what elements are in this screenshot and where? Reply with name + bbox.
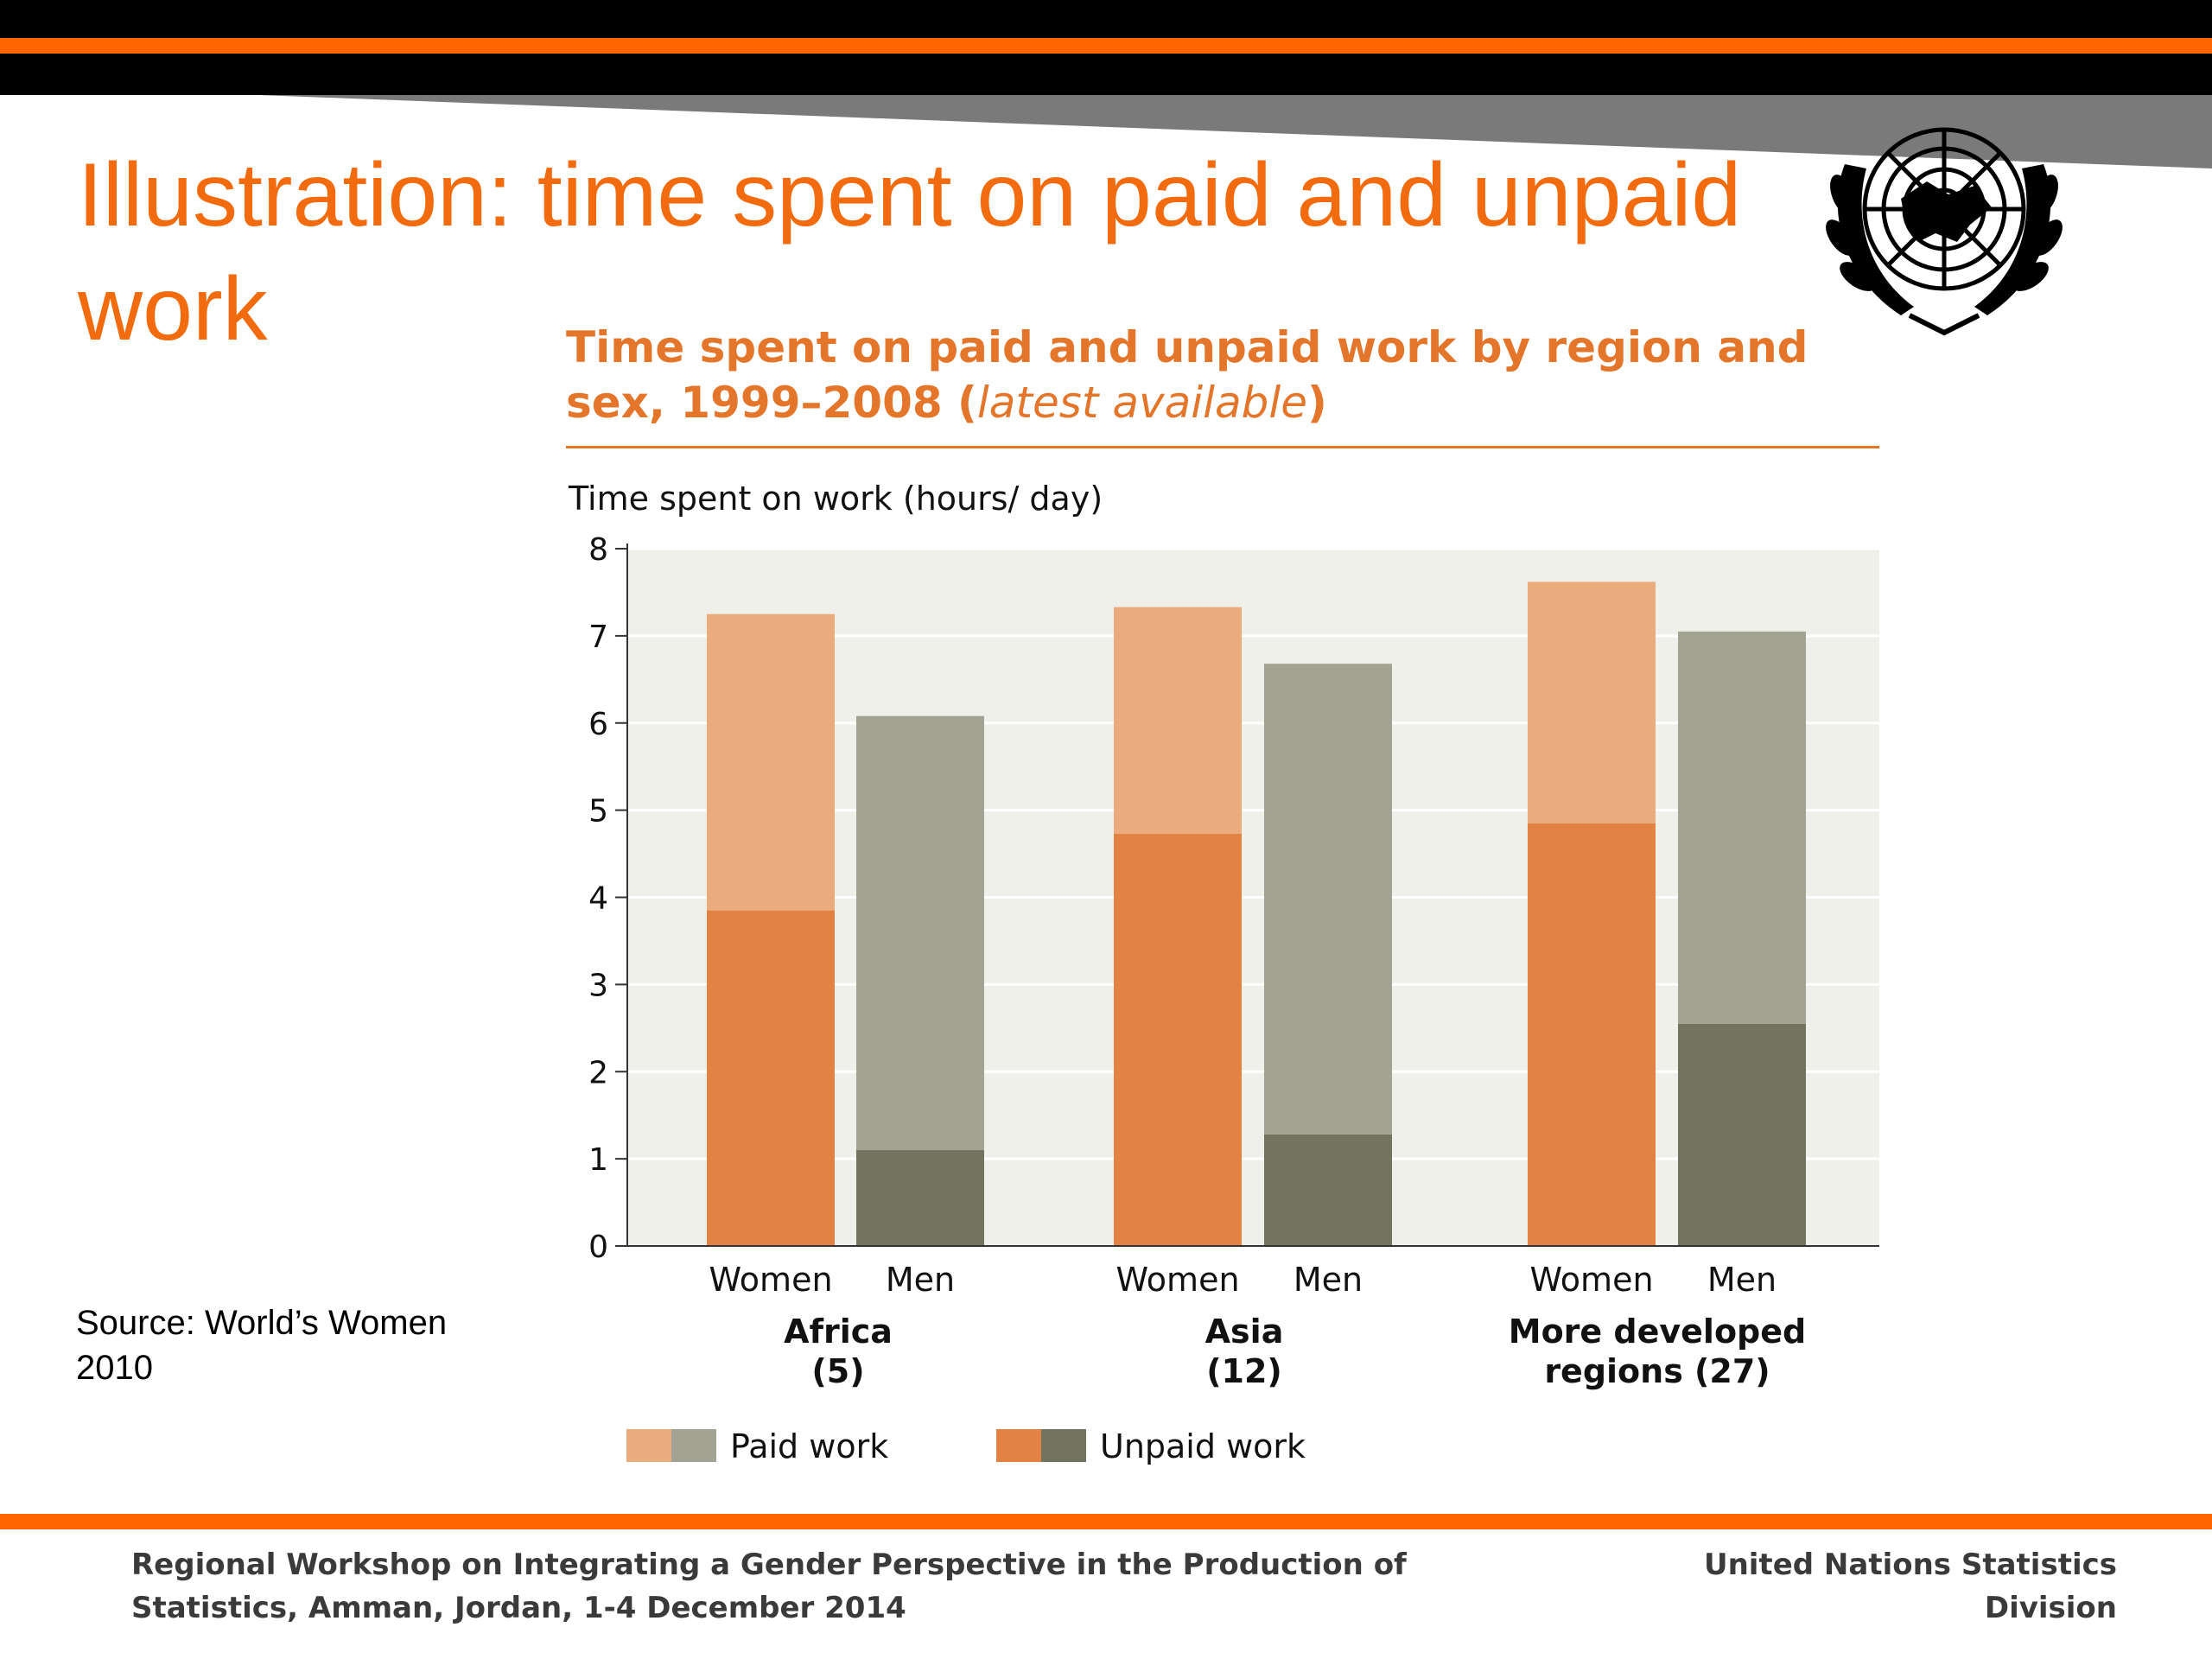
x-tick-label-men: Men <box>886 1261 955 1299</box>
y-tick-label: 4 <box>588 881 608 917</box>
group-sublabel: (12) <box>1206 1352 1282 1390</box>
y-tick-label: 3 <box>588 968 608 1003</box>
bar-unpaid-women <box>1114 833 1242 1246</box>
bar-paid-women <box>1114 607 1242 834</box>
x-tick-label-women: Women <box>1529 1261 1653 1299</box>
legend-swatch-paid-men <box>671 1429 716 1462</box>
bar-unpaid-men <box>1264 1134 1392 1246</box>
chart-title-italic: latest available <box>976 378 1308 428</box>
chart-title-close: ) <box>1307 378 1327 428</box>
source-note: Source: World’s Women 2010 <box>76 1300 525 1390</box>
bar-unpaid-women <box>707 910 835 1246</box>
footer-organization: United Nations Statistics Division <box>1703 1548 2117 1625</box>
group-label: Asia <box>1205 1313 1284 1351</box>
bar-paid-women <box>1528 582 1656 823</box>
bar-unpaid-men <box>1678 1023 1806 1246</box>
y-tick-label: 7 <box>588 620 608 655</box>
footer-workshop-line1: Regional Workshop on Integrating a Gende… <box>131 1548 1407 1582</box>
chart-title: Time spent on paid and unpaid work by re… <box>566 320 1905 430</box>
chart-title-rule <box>566 446 1879 448</box>
header-grey-wedge <box>0 95 2212 168</box>
x-tick-label-men: Men <box>1707 1261 1777 1299</box>
bar-paid-men <box>1678 631 1806 1024</box>
footer-workshop: Regional Workshop on Integrating a Gende… <box>131 1543 1427 1630</box>
y-tick-label: 1 <box>588 1142 608 1178</box>
bar-unpaid-women <box>1528 823 1656 1246</box>
y-axis-label: Time spent on work (hours/ day) <box>568 480 1103 518</box>
bar-paid-men <box>1264 664 1392 1135</box>
x-tick-label-women: Women <box>709 1261 832 1299</box>
y-tick-label: 5 <box>588 794 608 830</box>
chart-title-line1: Time spent on paid and unpaid work by re… <box>566 322 1808 372</box>
source-line1: Source: World’s Women <box>76 1304 448 1342</box>
header-orange-stripe <box>0 38 2212 54</box>
y-tick-label: 6 <box>588 707 608 742</box>
y-tick-label: 0 <box>588 1230 608 1265</box>
y-tick-label: 8 <box>588 532 608 568</box>
stacked-bar-chart: Time spent on work (hours/ day) 0 1 2 3 4 5 6 7 8… <box>568 480 1879 1465</box>
bar-paid-women <box>707 613 835 911</box>
footer-workshop-line2: Statistics, Amman, Jordan, 1-4 December … <box>131 1591 906 1625</box>
source-line2: 2010 <box>76 1349 153 1387</box>
x-tick-label-women: Women <box>1116 1261 1239 1299</box>
legend-label-unpaid: Unpaid work <box>1100 1427 1306 1465</box>
bar-paid-men <box>856 715 984 1151</box>
footer-orange-stripe <box>0 1514 2212 1529</box>
legend-swatch-paid-women <box>626 1429 671 1462</box>
group-label: Africa <box>784 1313 893 1351</box>
y-tick-label: 2 <box>588 1055 608 1090</box>
chart-title-line2-text: sex, 1999–2008 ( <box>566 378 977 428</box>
group-sublabel: regions (27) <box>1544 1352 1770 1390</box>
group-sublabel: (5) <box>811 1352 864 1390</box>
slide-title: Illustration: time spent on paid and unp… <box>78 145 1742 359</box>
legend-swatch-unpaid-men <box>1041 1429 1086 1462</box>
legend-label-paid: Paid work <box>730 1427 888 1465</box>
x-tick-label-men: Men <box>1294 1261 1363 1299</box>
un-emblem-logo <box>1826 127 2063 336</box>
legend-swatch-unpaid-women <box>996 1429 1041 1462</box>
chart-title-line2: sex, 1999–2008 (latest available) <box>566 375 1905 430</box>
group-label: More developed <box>1509 1313 1807 1351</box>
bar-unpaid-men <box>856 1150 984 1246</box>
